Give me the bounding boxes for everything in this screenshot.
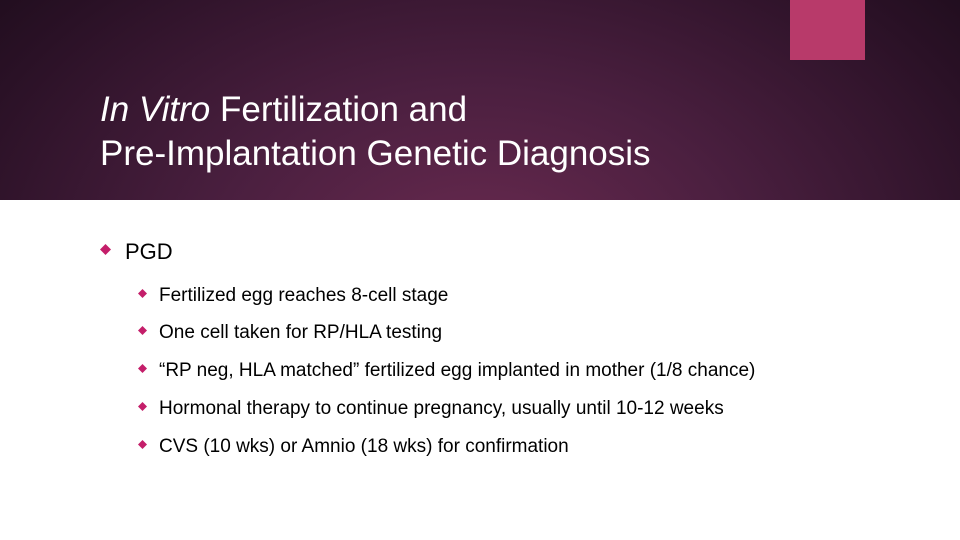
bullet-l1: PGD [100, 238, 900, 266]
diamond-icon [138, 440, 147, 449]
slide: In Vitro Fertilization and Pre-Implantat… [0, 0, 960, 540]
bullet-l2: One cell taken for RP/HLA testing [138, 321, 900, 345]
diamond-icon [138, 402, 147, 411]
title-line2: Pre-Implantation Genetic Diagnosis [100, 134, 651, 173]
bullet-l2: Fertilized egg reaches 8-cell stage [138, 284, 900, 308]
bullet-l2-label: Hormonal therapy to continue pregnancy, … [159, 397, 724, 421]
bullet-l2-label: CVS (10 wks) or Amnio (18 wks) for confi… [159, 435, 569, 459]
slide-title: In Vitro Fertilization and Pre-Implantat… [100, 88, 651, 176]
bullet-l2-group: Fertilized egg reaches 8-cell stage One … [138, 284, 900, 459]
diamond-icon [100, 244, 111, 255]
bullet-l2: CVS (10 wks) or Amnio (18 wks) for confi… [138, 435, 900, 459]
title-italic: In Vitro [100, 90, 210, 129]
accent-tab [790, 0, 865, 60]
diamond-icon [138, 364, 147, 373]
bullet-l2: “RP neg, HLA matched” fertilized egg imp… [138, 359, 900, 383]
bullet-l2-label: One cell taken for RP/HLA testing [159, 321, 442, 345]
body: PGD Fertilized egg reaches 8-cell stage … [100, 238, 900, 472]
bullet-l1-label: PGD [125, 238, 173, 266]
diamond-icon [138, 289, 147, 298]
diamond-icon [138, 326, 147, 335]
bullet-l2-label: Fertilized egg reaches 8-cell stage [159, 284, 448, 308]
bullet-l2-label: “RP neg, HLA matched” fertilized egg imp… [159, 359, 755, 383]
title-line1-rest: Fertilization and [210, 90, 467, 129]
bullet-l2: Hormonal therapy to continue pregnancy, … [138, 397, 900, 421]
